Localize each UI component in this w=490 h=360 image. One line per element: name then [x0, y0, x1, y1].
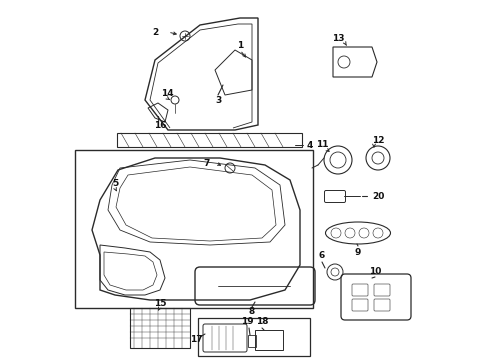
Text: 12: 12: [372, 135, 384, 144]
Text: 4: 4: [307, 140, 313, 149]
Bar: [255, 330, 283, 350]
Text: 18: 18: [256, 318, 268, 327]
Text: 16: 16: [154, 121, 166, 130]
Bar: [248, 335, 256, 347]
Text: 20: 20: [372, 192, 384, 201]
Text: 11: 11: [316, 140, 328, 149]
Text: 5: 5: [112, 179, 118, 188]
Bar: [75, 150, 313, 308]
Text: 2: 2: [152, 27, 158, 36]
Text: 19: 19: [241, 318, 253, 327]
Text: 7: 7: [204, 158, 210, 167]
Text: 17: 17: [190, 336, 202, 345]
Text: 8: 8: [249, 307, 255, 316]
Text: 1: 1: [237, 41, 243, 50]
Text: 15: 15: [154, 298, 166, 307]
Text: 9: 9: [355, 248, 361, 257]
Bar: [198, 318, 310, 356]
Text: 3: 3: [215, 95, 221, 104]
Text: 13: 13: [332, 33, 344, 42]
Text: 14: 14: [161, 89, 173, 98]
Text: 6: 6: [319, 251, 325, 260]
Bar: [117, 133, 302, 147]
Bar: [130, 308, 190, 348]
Text: 10: 10: [369, 267, 381, 276]
